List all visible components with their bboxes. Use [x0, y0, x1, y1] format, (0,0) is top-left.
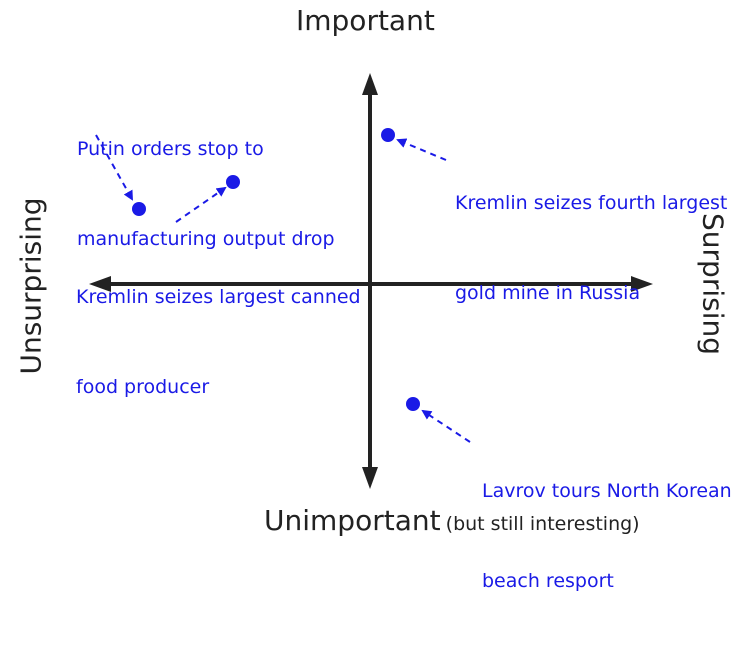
annotation-gold-line-2: gold mine in Russia — [455, 282, 641, 304]
annotation-putin-line-2: manufacturing output drop — [77, 228, 335, 250]
axis-arrow-up — [362, 73, 378, 95]
label-unimportant-note: (but still interesting) — [445, 513, 640, 535]
annotation-putin-line-1: Putin orders stop to — [77, 138, 264, 160]
label-unimportant-group: Unimportant (but still interesting) — [264, 504, 640, 537]
point-gold-mine — [381, 128, 395, 142]
axis-arrow-down — [362, 467, 378, 489]
pointer-putin — [95, 134, 133, 201]
annotation-canned-line-1: Kremlin seizes largest canned — [76, 286, 361, 308]
point-canned-food — [226, 175, 240, 189]
annotation-gold-mine: Kremlin seizes fourth largest gold mine … — [455, 128, 727, 368]
annotation-lavrov-line-2: beach resport — [482, 570, 614, 592]
annotation-canned-food: Kremlin seizes largest canned food produ… — [76, 222, 361, 462]
pointer-lavrov — [421, 409, 471, 443]
axis-arrow-right — [631, 276, 653, 292]
label-unsurprising: Unsurprising — [14, 197, 48, 375]
annotation-lavrov: Lavrov tours North Korean beach resport — [482, 416, 732, 656]
pointer-canned — [175, 186, 227, 223]
label-important: Important — [296, 4, 435, 37]
diagram-canvas — [89, 73, 653, 489]
point-putin-orders — [132, 202, 146, 216]
annotation-gold-line-1: Kremlin seizes fourth largest — [455, 192, 728, 214]
annotation-canned-line-2: food producer — [76, 376, 210, 398]
label-unimportant: Unimportant — [264, 504, 441, 537]
point-lavrov — [406, 397, 420, 411]
annotation-lavrov-line-1: Lavrov tours North Korean — [482, 480, 732, 502]
axis-arrow-left — [89, 276, 111, 292]
quadrant-diagram: Important Unimportant (but still interes… — [14, 4, 732, 592]
pointer-gold — [396, 138, 447, 161]
annotation-putin-orders: Putin orders stop to manufacturing outpu… — [77, 74, 335, 314]
